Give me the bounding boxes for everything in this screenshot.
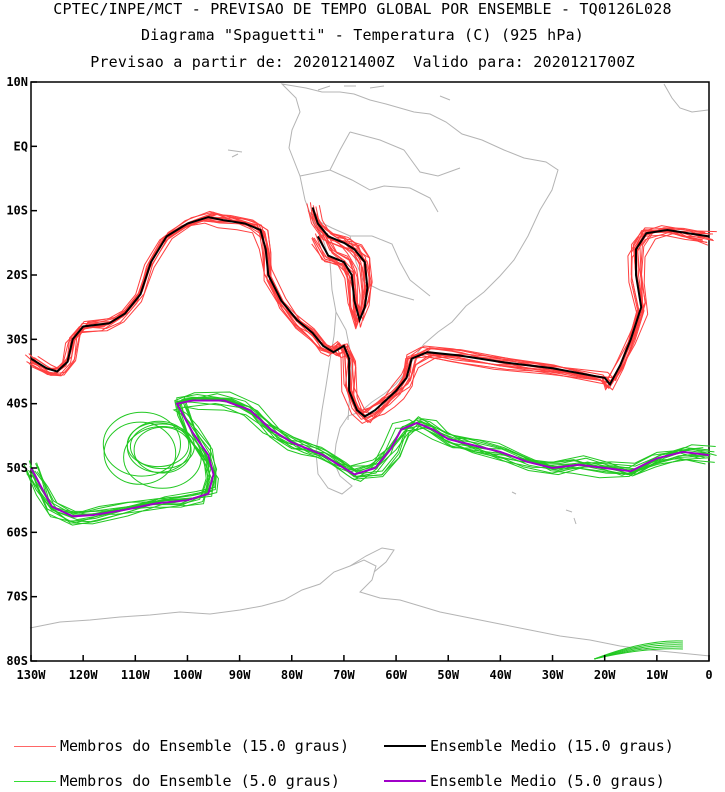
- y-tick-label: 60S: [6, 525, 28, 539]
- peninsula-coastline: [349, 547, 395, 573]
- south-georgia-islands: [511, 491, 577, 525]
- x-tick-label: 70W: [333, 668, 355, 682]
- ensemble-member-line: [28, 212, 708, 414]
- africa-coastline: [663, 83, 709, 113]
- legend-item-mean-15: Ensemble Medio (15.0 graus): [384, 736, 674, 756]
- legend-swatch: [14, 745, 56, 747]
- axis-ticks: [30, 81, 710, 662]
- x-tick-label: 0: [705, 668, 712, 682]
- ensemble-member-loop: [123, 426, 202, 489]
- ensemble-member-loop: [126, 422, 190, 468]
- ensemble-member-loop: [133, 426, 192, 474]
- legend-item-mean-5: Ensemble Medio (5.0 graus): [384, 771, 665, 791]
- x-tick-label: 60W: [385, 668, 407, 682]
- y-tick-label: 40S: [6, 397, 28, 411]
- ensemble-member-line: [34, 402, 710, 515]
- x-tick-label: 30W: [542, 668, 564, 682]
- y-tick-label: 10S: [6, 204, 28, 218]
- chart-title-line-2: Diagrama "Spaguetti" - Temperatura (C) (…: [140, 26, 585, 44]
- ensemble-member-line: [30, 222, 709, 424]
- legend-swatch: [384, 780, 426, 782]
- y-tick-label: 10N: [6, 75, 28, 89]
- y-tick-label: 70S: [6, 590, 28, 604]
- ensemble-member-line: [31, 213, 717, 424]
- axis-tick-labels: 130W 120W 110W 100W 90W 80W 70W 60W 50W 40W 30W 20W…: [6, 75, 712, 682]
- y-tick-label: 50S: [6, 461, 28, 475]
- x-tick-label: 80W: [281, 668, 303, 682]
- y-tick-label: 30S: [6, 332, 28, 346]
- ensemble-member-line: [34, 216, 713, 418]
- plot-frame: [30, 81, 710, 662]
- ensemble-member-line: [311, 209, 364, 318]
- antarctica-coastline: [29, 559, 711, 657]
- ensemble-member-loop: [103, 421, 177, 485]
- ensemble-member-line: [36, 393, 709, 523]
- ensemble-means: [30, 207, 710, 518]
- caribbean-islands: [227, 85, 451, 158]
- x-tick-label: 50W: [437, 668, 459, 682]
- x-tick-label: 40W: [490, 668, 512, 682]
- x-tick-label: 120W: [69, 668, 99, 682]
- ensemble-member-loop: [129, 423, 195, 470]
- ensemble-member-line: [28, 391, 716, 522]
- legend-label: Ensemble Medio (5.0 graus): [430, 772, 665, 790]
- ensemble-mean-line: [30, 399, 710, 518]
- legend-item-members-15: Membros do Ensemble (15.0 graus): [14, 736, 349, 756]
- y-tick-label: EQ: [14, 139, 28, 153]
- chart-title-line-1: CPTEC/INPE/MCT - PREVISAO DE TEMPO GLOBA…: [53, 0, 672, 18]
- ensemble-member-loop: [102, 411, 181, 477]
- y-tick-label: 20S: [6, 268, 28, 282]
- legend-swatch: [14, 780, 56, 782]
- ensemble-mean-line: [30, 216, 710, 418]
- ensemble-member-line: [34, 213, 709, 415]
- ensemble-member-line: [37, 213, 714, 418]
- ensemble-member-line: [30, 218, 707, 424]
- ensemble-member-line: [26, 397, 711, 518]
- y-tick-label: 80S: [6, 654, 28, 668]
- ensemble-mean-line: [311, 207, 369, 324]
- chart-title-line-3: Previsao a partir de: 2020121400Z Valido…: [90, 53, 635, 71]
- x-tick-label: 110W: [121, 668, 151, 682]
- x-tick-label: 20W: [594, 668, 616, 682]
- legend-label: Ensemble Medio (15.0 graus): [430, 737, 674, 755]
- coastline-layer: [29, 83, 711, 657]
- x-tick-label: 130W: [17, 668, 47, 682]
- ensemble-member-line: [35, 398, 712, 516]
- legend-label: Membros do Ensemble (5.0 graus): [60, 772, 340, 790]
- x-tick-label: 10W: [646, 668, 668, 682]
- legend-label: Membros do Ensemble (15.0 graus): [60, 737, 349, 755]
- legend-item-members-5: Membros do Ensemble (5.0 graus): [14, 771, 340, 791]
- ensemble-member-line: [31, 219, 711, 421]
- x-tick-label: 100W: [173, 668, 203, 682]
- ensemble-member-line: [312, 213, 368, 327]
- legend-swatch: [384, 745, 426, 747]
- x-tick-label: 90W: [229, 668, 251, 682]
- ensemble-members: [23, 202, 717, 660]
- country-borders: [299, 131, 461, 421]
